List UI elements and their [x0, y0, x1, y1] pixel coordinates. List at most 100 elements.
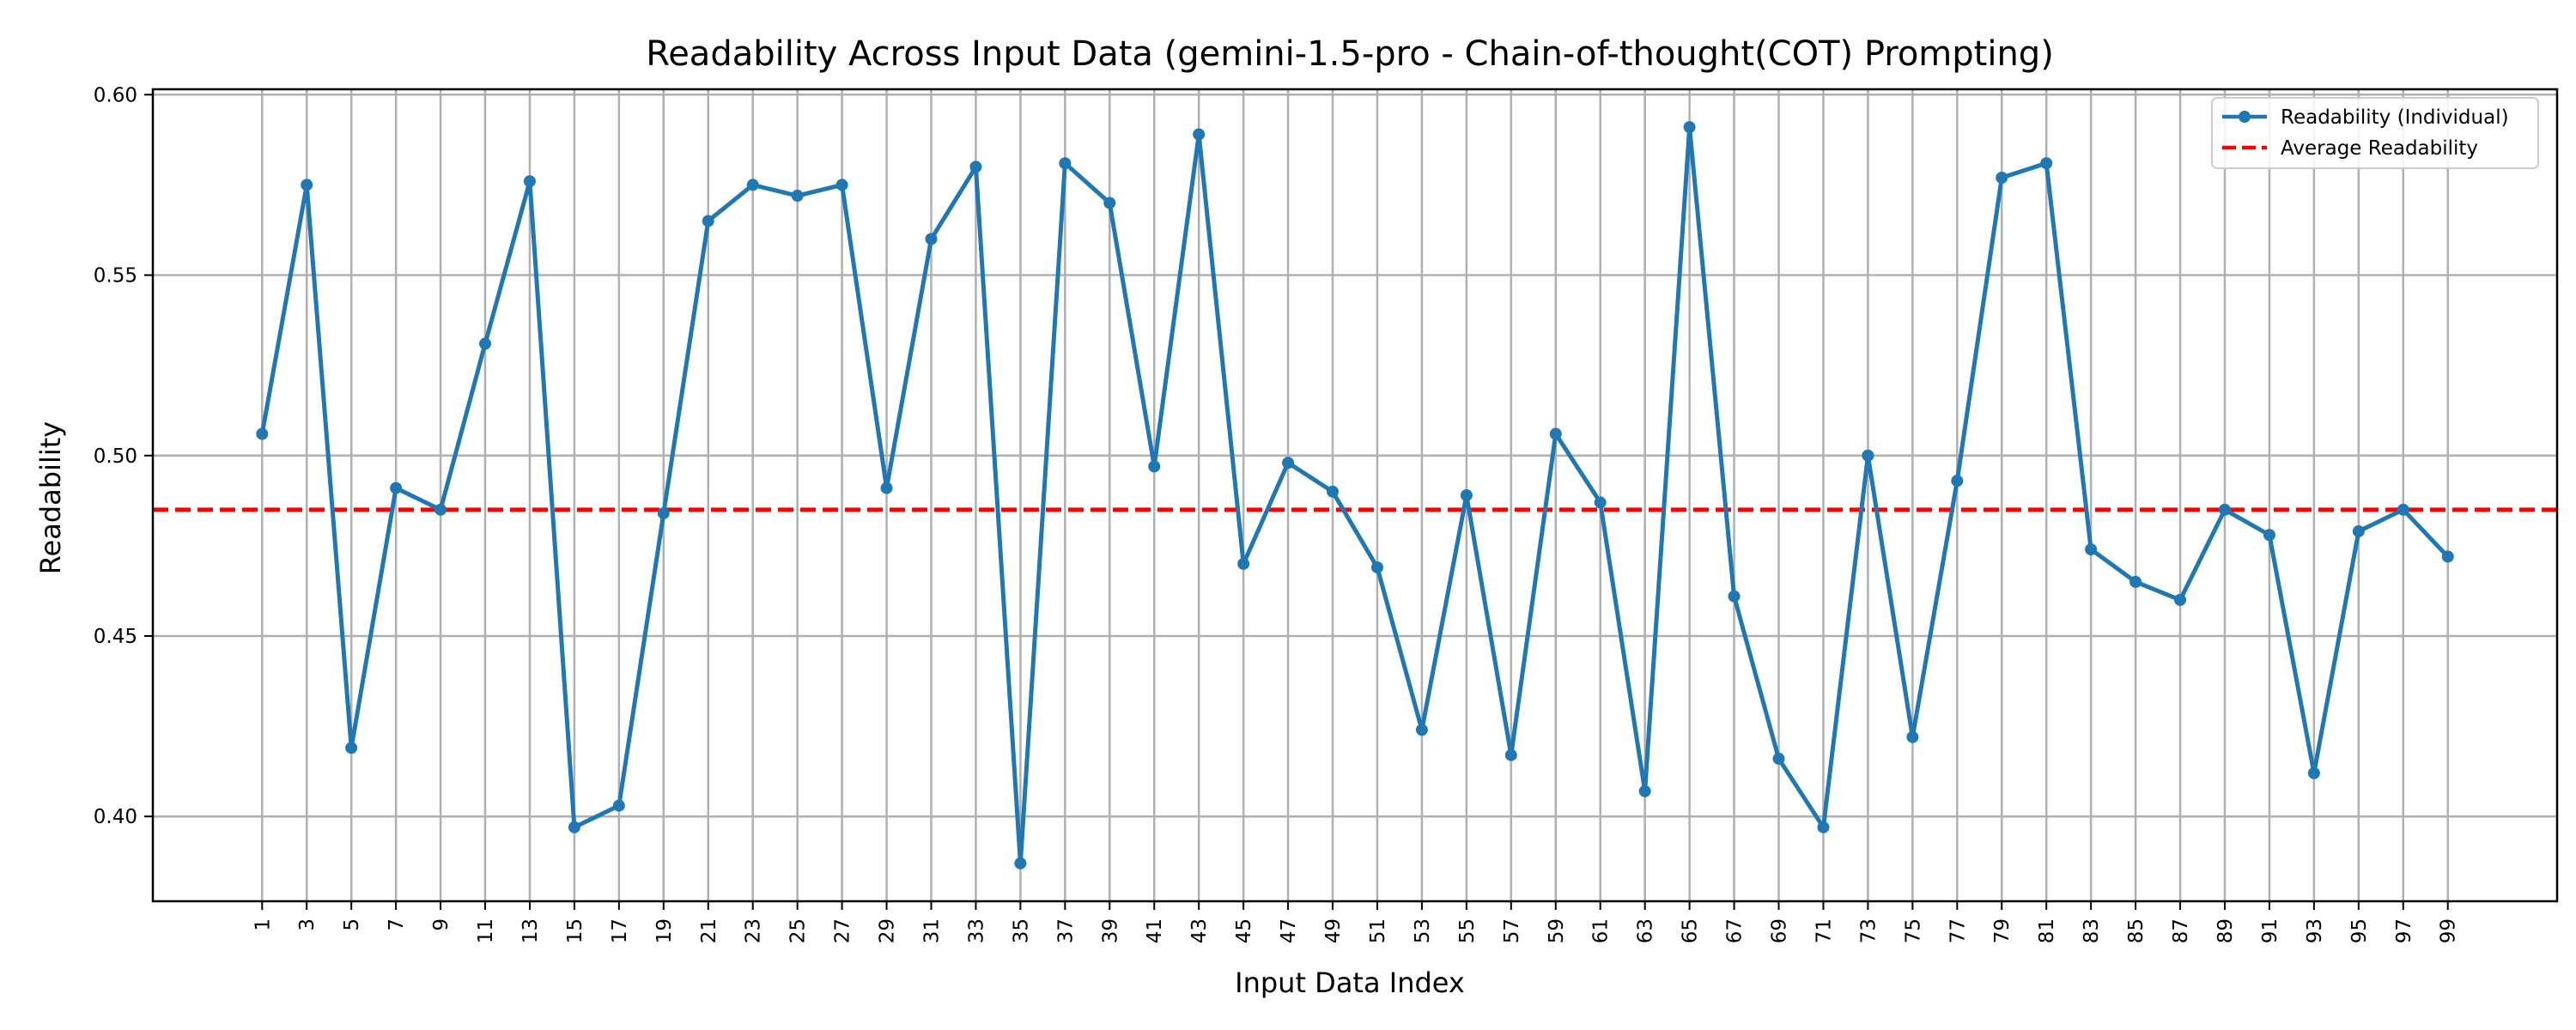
y-tick-label: 0.40: [94, 806, 137, 828]
x-tick-label: 25: [787, 918, 810, 943]
x-tick-label: 81: [2036, 918, 2058, 943]
readability-data-point: [1728, 590, 1741, 603]
x-tick-label: 23: [743, 918, 765, 943]
readability-data-point: [1549, 427, 1562, 440]
x-tick-label: 85: [2125, 918, 2148, 943]
x-tick-label: 9: [430, 918, 453, 931]
x-tick-label: 29: [877, 918, 899, 943]
x-tick-label: 61: [1590, 918, 1613, 943]
readability-data-point: [657, 507, 670, 520]
x-tick-label: 31: [920, 918, 943, 943]
x-tick-label: 15: [564, 918, 586, 943]
readability-data-point: [2085, 543, 2098, 556]
x-tick-label: 69: [1769, 918, 1791, 943]
readability-data-point: [2397, 503, 2409, 516]
x-tick-label: 57: [1501, 918, 1523, 943]
x-tick-label: 33: [965, 918, 987, 943]
readability-data-point: [479, 337, 492, 350]
readability-data-point: [1415, 724, 1428, 736]
x-tick-label: 7: [386, 918, 408, 931]
readability-data-point: [969, 161, 982, 173]
x-tick-label: 1: [252, 918, 274, 931]
readability-data-point: [1772, 752, 1785, 765]
legend-label-average: Average Readability: [2281, 137, 2478, 160]
readability-series-line: [259, 124, 2450, 866]
readability-data-point: [835, 179, 848, 191]
x-tick-label: 71: [1813, 918, 1835, 943]
x-tick-label: 39: [1099, 918, 1121, 943]
readability-data-point: [612, 799, 625, 812]
x-tick-label: 19: [653, 918, 676, 943]
x-tick-label: 47: [1278, 918, 1300, 943]
readability-data-point: [1906, 730, 1919, 743]
x-tick-label: 73: [1857, 918, 1880, 943]
x-axis-label: Input Data Index: [1235, 966, 1465, 999]
x-tick-label: 93: [2304, 918, 2326, 943]
x-tick-label: 41: [1144, 918, 1166, 943]
y-axis-label: Readability: [34, 421, 67, 574]
plot-area-frame: [151, 88, 2559, 903]
readability-data-point: [434, 503, 447, 516]
readability-data-point: [2263, 529, 2275, 542]
x-tick-label: 95: [2348, 918, 2371, 943]
readability-data-point: [2441, 550, 2454, 563]
readability-data-point: [1683, 121, 1696, 134]
readability-data-point: [1951, 475, 1964, 488]
y-tick-label: 0.60: [94, 84, 137, 106]
x-tick-label: 37: [1054, 918, 1077, 943]
readability-data-point: [1817, 821, 1830, 833]
x-tick-label: 91: [2259, 918, 2281, 943]
readability-data-point: [1460, 489, 1473, 501]
y-tick-label: 0.50: [94, 445, 137, 468]
x-tick-label: 5: [341, 918, 363, 931]
x-tick-label: 83: [2081, 918, 2103, 943]
readability-data-point: [1237, 557, 1250, 570]
readability-data-point: [1103, 197, 1116, 209]
x-tick-label: 59: [1546, 918, 1568, 943]
readability-data-point: [523, 175, 536, 188]
readability-data-point: [2352, 525, 2365, 538]
y-axis-ticks: 0.40 0.45 0.50 0.55 0.60: [94, 84, 153, 828]
readability-data-point: [1594, 496, 1607, 509]
readability-data-point: [1327, 485, 1340, 498]
readability-data-point: [1014, 857, 1027, 869]
readability-data-point: [256, 427, 269, 440]
readability-data-point: [1862, 449, 1874, 462]
x-tick-label: 3: [296, 918, 319, 931]
readability-data-point: [880, 482, 893, 494]
readability-data-point: [791, 190, 804, 203]
readability-data-point: [2174, 593, 2187, 606]
readability-data-point: [1504, 748, 1517, 761]
x-tick-label: 35: [1010, 918, 1032, 943]
x-tick-label: 11: [475, 918, 497, 943]
readability-data-point: [1193, 128, 1206, 141]
readability-data-point: [1638, 785, 1651, 797]
legend: Readability (Individual) Average Readabi…: [2211, 97, 2539, 169]
series-layer: [256, 121, 2454, 869]
legend-label-individual: Readability (Individual): [2281, 106, 2509, 129]
x-tick-label: 97: [2393, 918, 2415, 943]
readability-data-point: [2218, 503, 2231, 516]
readability-data-point: [1148, 460, 1161, 473]
y-tick-label: 0.55: [94, 265, 137, 288]
legend-box: [2211, 97, 2539, 169]
readability-data-point: [1059, 157, 1072, 170]
readability-data-point: [746, 179, 759, 191]
x-tick-label: 89: [2215, 918, 2237, 943]
readability-data-point: [301, 179, 313, 191]
x-axis-ticks: 1 3 5 7 9 11 13 15 17 19 21 23 25 27 29 31 33 35 37 39 41 43 4…: [252, 901, 2460, 943]
x-tick-label: 45: [1233, 918, 1255, 943]
chart-title: Readability Across Input Data (gemini-1.…: [646, 34, 2054, 74]
readability-data-point: [702, 215, 714, 227]
x-tick-label: 67: [1724, 918, 1747, 943]
x-tick-label: 51: [1367, 918, 1389, 943]
readability-data-point: [1996, 172, 2008, 185]
x-tick-label: 63: [1635, 918, 1657, 943]
readability-data-point: [568, 821, 580, 833]
x-tick-label: 49: [1322, 918, 1345, 943]
x-tick-label: 99: [2438, 918, 2460, 943]
readability-data-point: [2307, 766, 2320, 779]
readability-data-point: [2040, 157, 2053, 170]
